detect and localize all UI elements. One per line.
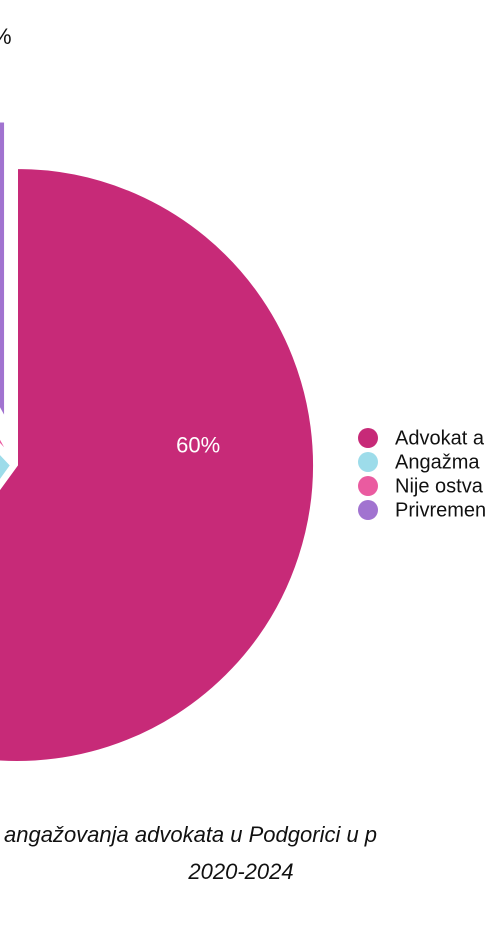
legend-marker <box>358 452 378 472</box>
legend-marker <box>358 428 378 448</box>
caption: angažovanja advokata u Podgorici u p <box>4 822 377 847</box>
slice-label: % <box>0 24 12 49</box>
legend-marker <box>358 500 378 520</box>
pie-slice <box>0 120 7 419</box>
legend-label: Angažma <box>395 451 480 473</box>
legend-label: Advokat a <box>395 427 485 449</box>
legend-marker <box>358 476 378 496</box>
legend-label: Privremen <box>395 499 486 521</box>
caption: 2020-2024 <box>187 859 293 884</box>
legend-label: Nije ostva <box>395 475 484 497</box>
pie-slice <box>0 166 315 763</box>
pie-slice <box>0 452 13 483</box>
slice-label: 60% <box>176 433 220 458</box>
pie-slice <box>0 435 10 455</box>
